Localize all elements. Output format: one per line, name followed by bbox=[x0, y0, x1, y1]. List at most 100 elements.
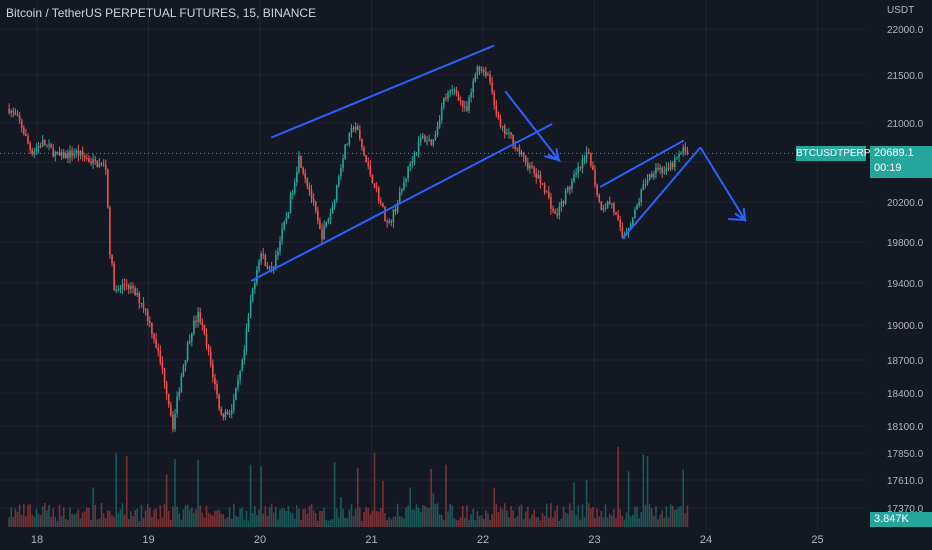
arrow-head[interactable] bbox=[547, 148, 561, 162]
volume-bar bbox=[671, 505, 674, 527]
drawings[interactable] bbox=[250, 44, 747, 282]
trendline[interactable] bbox=[270, 44, 495, 139]
volume-bar bbox=[58, 504, 61, 527]
trendline[interactable] bbox=[599, 139, 685, 188]
volume-bar bbox=[493, 487, 496, 527]
volume-bar bbox=[455, 520, 458, 527]
candle-body bbox=[216, 384, 218, 395]
volume-bar bbox=[537, 517, 540, 527]
volume-bar bbox=[558, 520, 561, 527]
candle-body bbox=[361, 138, 363, 148]
candle-body bbox=[157, 347, 160, 351]
volume-bar bbox=[319, 511, 321, 527]
arrow-head[interactable] bbox=[734, 207, 747, 222]
volume-bar bbox=[394, 516, 397, 527]
volume-bar bbox=[125, 456, 128, 527]
volume-bar bbox=[251, 512, 254, 527]
candle-body bbox=[430, 139, 433, 145]
candle-body bbox=[411, 161, 414, 164]
candle-body bbox=[619, 220, 622, 228]
candle-body bbox=[325, 222, 328, 226]
candle-body bbox=[594, 169, 596, 185]
candle-body bbox=[501, 126, 504, 128]
candle-body bbox=[222, 413, 225, 418]
volume-bar bbox=[279, 509, 281, 527]
trendline[interactable] bbox=[250, 123, 553, 282]
candle-body bbox=[323, 225, 325, 240]
volume-bar bbox=[8, 517, 10, 527]
volume-bar bbox=[554, 510, 556, 527]
time-axis[interactable]: 18 19 20 21 22 23 24 25 bbox=[31, 534, 824, 546]
volume-bar bbox=[128, 519, 130, 527]
volume-bar bbox=[566, 513, 569, 527]
volume-bar bbox=[79, 518, 82, 527]
volume-bar bbox=[604, 504, 607, 527]
volume-bar bbox=[667, 517, 670, 527]
candle-body bbox=[552, 208, 554, 211]
volume-bar bbox=[170, 520, 172, 527]
candle-body bbox=[228, 413, 231, 415]
volume-bar bbox=[373, 453, 376, 527]
volume-bar bbox=[560, 518, 563, 527]
x-tick-label: 23 bbox=[588, 534, 600, 546]
candle-body bbox=[289, 194, 292, 213]
candle-body bbox=[445, 97, 447, 99]
trendline[interactable] bbox=[621, 146, 702, 240]
candle-body bbox=[440, 106, 443, 120]
volume-bar bbox=[77, 509, 80, 527]
candle-body bbox=[335, 185, 338, 201]
candle-body bbox=[436, 126, 439, 135]
candle-body bbox=[275, 255, 277, 267]
volume-bar bbox=[92, 487, 94, 527]
candle-body bbox=[264, 255, 267, 267]
volume-bar bbox=[629, 516, 632, 527]
volume-bar bbox=[138, 520, 141, 527]
volume-bar bbox=[548, 517, 550, 527]
y-tick-label: 18100.0 bbox=[887, 422, 924, 433]
volume-bar bbox=[121, 503, 124, 527]
candle-body bbox=[92, 159, 94, 164]
volume-bar bbox=[277, 519, 279, 527]
candle-body bbox=[499, 118, 502, 127]
candle-body bbox=[321, 229, 323, 240]
candle-body bbox=[174, 413, 176, 430]
candle-body bbox=[35, 148, 38, 152]
candle-body bbox=[476, 67, 479, 75]
volume-bar bbox=[233, 503, 235, 527]
candle-body bbox=[524, 156, 527, 164]
candle-body bbox=[12, 111, 15, 113]
candle-body bbox=[188, 341, 191, 343]
volume-bar bbox=[533, 509, 535, 527]
candle-body bbox=[20, 120, 23, 128]
candle-body bbox=[537, 174, 540, 178]
candle-body bbox=[606, 201, 609, 208]
volume-bar bbox=[390, 519, 393, 527]
volume-bar bbox=[522, 519, 525, 527]
candle-body bbox=[163, 368, 166, 383]
candle-body bbox=[548, 191, 550, 198]
volume-bar bbox=[230, 518, 233, 527]
volume-bar bbox=[665, 506, 668, 527]
volume-bar bbox=[100, 503, 103, 527]
volume-bar bbox=[41, 506, 44, 527]
volume-bar bbox=[325, 519, 328, 527]
volume-bar bbox=[419, 511, 422, 527]
volume-bar bbox=[638, 518, 640, 527]
volume-bar bbox=[81, 512, 84, 527]
candle-body bbox=[46, 145, 48, 147]
candle-body bbox=[466, 106, 468, 111]
volume-bar bbox=[260, 466, 262, 527]
volume-bar bbox=[268, 507, 271, 527]
candle-body bbox=[646, 179, 649, 184]
candle-body bbox=[493, 92, 496, 106]
volume-bar bbox=[411, 509, 414, 527]
candle-body bbox=[558, 206, 561, 216]
candle-body bbox=[571, 181, 573, 189]
y-tick-label: 21500.0 bbox=[887, 71, 924, 82]
volume-bar bbox=[44, 503, 46, 527]
volume-bar bbox=[293, 518, 296, 527]
candles bbox=[8, 64, 689, 433]
volume-bar bbox=[627, 471, 630, 527]
candle-body bbox=[674, 158, 676, 168]
